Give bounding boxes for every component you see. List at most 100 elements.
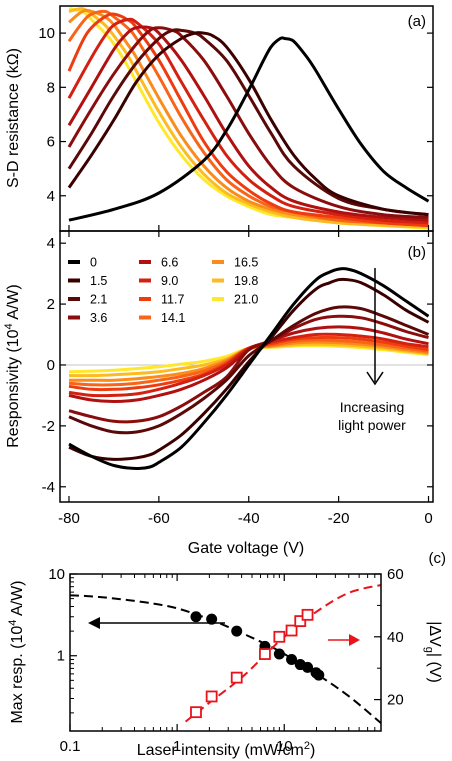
panel-b-series-2 [68, 305, 430, 435]
panel-c-label: (c) [429, 550, 447, 567]
delta-vg-point [190, 706, 202, 719]
arrow-head [366, 371, 384, 386]
panel-b-x-label: Gate voltage (V) [188, 540, 305, 557]
panel-b-y-tick-label: 0 [47, 357, 55, 374]
panel-a-series-1 [67, 31, 429, 217]
increasing-light-arrow [366, 268, 384, 386]
panel-a-series-0 [68, 36, 430, 222]
delta-vg-point [259, 648, 271, 660]
max-resp-point [286, 653, 298, 665]
legend-label: 19.8 [234, 274, 258, 288]
panel-a-series-5 [67, 17, 429, 225]
panel-c-left-y-label-sup: 4 [7, 620, 19, 626]
panel-a-y-label: S-D resistance (kΩ) [5, 48, 22, 188]
annotation-line-1: Increasing [340, 399, 405, 415]
panel-b-y-label: Responsivity (104 A/W) [3, 284, 22, 448]
panel-a: 4 6 8 10 (a) S-D resistance (kΩ) [5, 5, 434, 232]
panel-b-y-label-main: Responsivity (10 [5, 329, 22, 447]
panel-a-series-6 [67, 12, 429, 228]
legend-label: 9.0 [161, 274, 178, 288]
legend-label: 16.5 [234, 256, 258, 270]
legend-label: 21.0 [234, 293, 258, 307]
panel-b-x-tick-label: -20 [328, 510, 350, 527]
panel-b-x-ticks: -80 -60 -40 -20 0 [58, 231, 433, 527]
max-resp-point [313, 669, 325, 681]
panel-c-right-y-label-sub: g [423, 647, 435, 653]
left-axis-arrow-head [88, 617, 100, 629]
panel-c-fit-line-left [69, 594, 382, 724]
panel-c-x-tick-label: 0.1 [60, 738, 81, 755]
panel-a-y-tick-label: 8 [47, 79, 55, 96]
panel-a-series-8 [68, 8, 429, 228]
panel-c-left-y-label-end: A/W) [9, 580, 26, 619]
panel-c-x-label-sup: 2 [304, 740, 310, 752]
delta-vg-point [205, 690, 218, 703]
legend-label: 11.7 [161, 293, 184, 307]
panel-b-y-tick-label: -4 [42, 479, 55, 496]
panel-b-y-label-sup: 4 [3, 323, 15, 329]
panel-c-right-y-label: |ΔVg| (V) [423, 621, 443, 683]
max-resp-point [206, 613, 218, 625]
panel-b-curves [68, 267, 430, 471]
panel-a-y-ticks: 4 6 8 10 [38, 25, 433, 231]
panel-a-label: (a) [408, 13, 426, 30]
panel-a-series-9 [68, 7, 429, 229]
panel-a-curves [67, 7, 430, 230]
panel-a-y-tick-label: 10 [38, 25, 55, 42]
panel-c-right-y-tick-label: 40 [387, 629, 404, 646]
panel-b-x-tick-label: -80 [58, 510, 80, 527]
delta-vg-point [294, 615, 307, 627]
max-resp-point [190, 611, 202, 623]
panel-b-y-label-end: A/W) [5, 284, 22, 323]
legend-label: 1.5 [90, 274, 107, 288]
legend-label: 3.6 [90, 311, 107, 325]
panel-c-right-y-tick-label: 20 [387, 692, 404, 709]
right-axis-arrow-head [349, 634, 360, 646]
panel-c-right-y-label-main: |ΔV [426, 621, 443, 647]
max-resp-point [231, 625, 243, 637]
panel-b-x-tick-label: 0 [424, 510, 432, 527]
panel-a-y-tick-label: 6 [47, 134, 55, 151]
legend: 0 1.5 2.1 3.6 6.6 9.0 11.7 14.1 16.5 19.8 21.0 [68, 256, 258, 325]
panel-c-left-y-label: Max resp. (104 A/W) [7, 580, 26, 723]
panel-c-x-label: Laser intensity (mW/cm2) [137, 740, 316, 759]
legend-label: 2.1 [90, 293, 107, 307]
panel-c-x-label-end: ) [310, 742, 315, 759]
panel-a-y-tick-label: 4 [47, 188, 55, 205]
delta-vg-point [273, 630, 286, 643]
panel-a-series-4 [67, 25, 429, 222]
panel-b-label: (b) [408, 244, 426, 261]
panel-c-x-label-main: Laser intensity (mW/cm [137, 742, 304, 759]
panel-b-x-tick-label: -40 [238, 510, 260, 527]
delta-vg-point [285, 624, 298, 637]
panel-a-series-2 [67, 28, 429, 217]
panel-b-y-tick-label: -2 [42, 418, 55, 435]
panel-c-ticks: 0.1 1 10 1 10 20 40 60 [48, 566, 403, 755]
panel-b-x-tick-label: -60 [148, 510, 170, 527]
legend-label: 0 [90, 256, 97, 270]
panel-c-left-y-tick-label: 1 [57, 648, 65, 665]
legend-label: 6.6 [161, 256, 178, 270]
panel-a-series-7 [67, 9, 429, 228]
panel-c-right-y-tick-label: 60 [387, 566, 404, 583]
panel-c-left-y-tick-label: 10 [48, 566, 65, 583]
panel-b-y-tick-label: 4 [47, 235, 55, 252]
panel-c-x-tick-label: 1 [173, 738, 181, 755]
delta-vg-point [230, 671, 243, 684]
panel-b-y-ticks: -4 -2 0 2 4 [42, 235, 433, 496]
panel-c-frame [69, 573, 382, 732]
delta-vg-point [301, 608, 314, 621]
panel-c-right-y-label-end: | (V) [426, 653, 443, 683]
panel-b-series-0 [68, 267, 430, 471]
left-axis-arrow [88, 617, 225, 629]
panel-c-x-tick-label: 10 [276, 738, 293, 755]
right-axis-arrow [328, 634, 360, 646]
panel-b-series-3 [68, 314, 429, 424]
annotation-line-2: light power [338, 417, 406, 433]
max-resp-point [302, 661, 314, 673]
panel-b-frame [59, 230, 434, 503]
panel-c-left-y-label-main: Max resp. (10 [9, 626, 26, 724]
